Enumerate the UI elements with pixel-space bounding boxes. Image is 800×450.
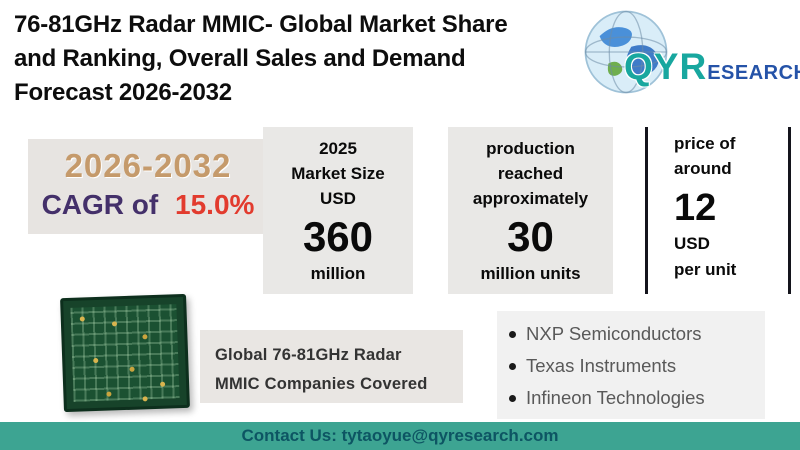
bullet-icon (509, 330, 516, 338)
stat-box-market-size: 2025 Market Size USD 360 million (263, 127, 413, 294)
companies-covered-title-line: MMIC Companies Covered (215, 375, 428, 393)
footer-bar: Contact Us: tytaoyue@qyresearch.com (0, 422, 800, 450)
contact-text[interactable]: Contact Us: tytaoyue@qyresearch.com (241, 426, 559, 445)
logo-text-primary: QYR (624, 46, 708, 87)
logo-text-secondary: ESEARCH (707, 62, 800, 84)
stat-box-production: production reached approximately 30 mill… (448, 127, 613, 294)
stat-label: 2025 (319, 139, 357, 158)
page-title: 76-81GHz Radar MMIC- Global Market Share… (14, 8, 594, 110)
cagr-period: 2026-2032 (64, 147, 232, 184)
companies-covered-box: Global 76-81GHz Radar MMIC Companies Cov… (200, 330, 463, 403)
companies-list: NXP Semiconductors Texas Instruments Inf… (497, 311, 765, 419)
stat-label: Market Size (291, 164, 385, 183)
stat-label: reached (497, 164, 564, 183)
stat-value: 12 (674, 187, 717, 229)
stat-label: approximately (472, 189, 589, 208)
bullet-icon (509, 362, 516, 370)
companies-covered-title-line: Global 76-81GHz Radar (215, 346, 402, 364)
chip-body (60, 293, 190, 413)
globe-icon (584, 10, 668, 94)
logo-text: QYR ESEARCH (624, 46, 800, 88)
qyresearch-logo: QYR ESEARCH (582, 6, 800, 104)
stat-label: price of (674, 134, 736, 153)
company-name: Texas Instruments (526, 355, 677, 376)
page-title-line: 76-81GHz Radar MMIC- Global Market Share (14, 11, 508, 38)
stat-unit: USD (674, 234, 710, 253)
page-title-line: Forecast 2026-2032 (14, 79, 232, 106)
bullet-icon (509, 394, 516, 402)
stat-box-price: price of around 12 USD per unit (674, 131, 782, 282)
divider-line (645, 127, 648, 294)
cagr-line: CAGR of 15.0% (28, 189, 268, 221)
cagr-panel: 2026-2032 CAGR of 15.0% (28, 139, 268, 234)
divider-line (788, 127, 791, 294)
list-item: NXP Semiconductors (509, 318, 765, 350)
stat-unit: million (310, 264, 366, 283)
cagr-prefix: CAGR of (41, 189, 159, 220)
chip-circuit-pattern (70, 304, 180, 402)
stat-label: production (486, 139, 575, 158)
page-title-line: and Ranking, Overall Sales and Demand (14, 45, 466, 72)
company-name: Infineon Technologies (526, 387, 705, 408)
stat-label: USD (320, 189, 356, 208)
stat-unit: million units (480, 264, 581, 283)
stat-value: 360 (302, 213, 374, 260)
stat-label: around (674, 159, 732, 178)
stat-unit: per unit (674, 260, 737, 279)
chip-image (60, 293, 190, 413)
list-item: Texas Instruments (509, 350, 765, 382)
stat-value: 30 (507, 213, 554, 260)
company-name: NXP Semiconductors (526, 323, 702, 344)
cagr-value: 15.0% (175, 189, 255, 220)
list-item: Infineon Technologies (509, 382, 765, 414)
